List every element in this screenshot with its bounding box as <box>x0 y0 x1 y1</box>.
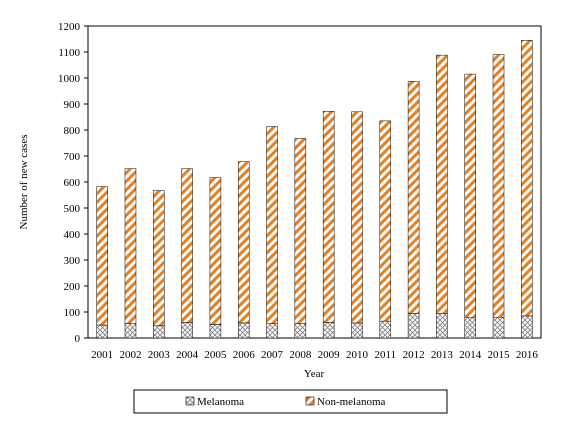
bar-non-melanoma-2014 <box>464 73 476 318</box>
bar-non-melanoma-2005 <box>209 177 222 325</box>
legend-swatch-non-melanoma <box>305 396 315 406</box>
bar-melanoma-2003 <box>153 325 165 339</box>
bar-melanoma-2002 <box>124 323 137 339</box>
bar-melanoma-2005 <box>209 324 222 339</box>
x-tick-label: 2008 <box>289 349 312 361</box>
y-tick-label: 200 <box>64 281 81 293</box>
legend: Melanoma Non-melanoma <box>133 389 448 414</box>
bar-non-melanoma-2004 <box>181 168 193 323</box>
x-tick-label: 2015 <box>488 349 511 361</box>
legend-label-melanoma: Melanoma <box>197 396 244 408</box>
bar-melanoma-2004 <box>181 322 193 339</box>
x-tick-label: 2012 <box>403 349 425 361</box>
bar-melanoma-2011 <box>379 320 392 339</box>
legend-box <box>133 389 448 414</box>
bar-non-melanoma-2012 <box>407 81 420 314</box>
y-tick-label: 1200 <box>58 21 81 33</box>
y-tick-label: 500 <box>64 203 81 215</box>
x-tick-label: 2003 <box>148 349 171 361</box>
x-tick-label: 2001 <box>91 349 113 361</box>
bar-non-melanoma-2001 <box>96 186 108 326</box>
bar-melanoma-2008 <box>294 323 307 339</box>
y-tick-label: 900 <box>64 99 81 111</box>
bar-melanoma-2006 <box>237 322 250 339</box>
legend-swatch-melanoma <box>185 396 195 406</box>
x-tick-label: 2010 <box>346 349 369 361</box>
y-tick-label: 100 <box>64 307 81 319</box>
y-tick-label: 400 <box>64 229 81 241</box>
y-tick-label: 1000 <box>58 73 81 85</box>
x-tick-label: 2005 <box>204 349 227 361</box>
bar-melanoma-2009 <box>322 322 335 339</box>
x-tick-label: 2007 <box>261 349 284 361</box>
bar-melanoma-2013 <box>436 313 448 339</box>
y-tick-label: 600 <box>64 177 81 189</box>
y-tick-label: 0 <box>75 333 81 345</box>
bar-non-melanoma-2009 <box>322 111 335 323</box>
bars <box>96 40 533 339</box>
x-tick-label: 2009 <box>318 349 341 361</box>
bar-non-melanoma-2007 <box>266 126 278 324</box>
y-tick-label: 800 <box>64 125 81 137</box>
bar-non-melanoma-2011 <box>379 120 392 322</box>
x-tick-label: 2002 <box>119 349 141 361</box>
bar-non-melanoma-2013 <box>436 54 448 314</box>
bar-melanoma-2010 <box>351 322 363 339</box>
bar-non-melanoma-2015 <box>492 54 505 318</box>
bar-non-melanoma-2002 <box>124 168 137 324</box>
x-tick-label: 2016 <box>516 349 539 361</box>
x-axis: 2001 2002 2003 2004 2005 2006 2007 2008 2009 2010… <box>91 349 538 361</box>
bar-non-melanoma-2008 <box>294 138 307 324</box>
bar-non-melanoma-2010 <box>351 111 363 324</box>
bar-non-melanoma-2016 <box>521 40 533 317</box>
x-axis-title: Year <box>304 368 325 380</box>
bar-melanoma-2001 <box>96 324 108 339</box>
bar-melanoma-2014 <box>464 316 476 339</box>
bar-melanoma-2015 <box>492 316 505 339</box>
x-tick-label: 2004 <box>176 349 199 361</box>
bar-melanoma-2007 <box>266 323 278 339</box>
legend-label-non-melanoma: Non-melanoma <box>317 396 386 408</box>
bar-melanoma-2012 <box>407 313 420 339</box>
y-axis-title: Number of new cases <box>18 135 30 230</box>
x-tick-label: 2011 <box>374 349 396 361</box>
x-tick-label: 2014 <box>459 349 482 361</box>
x-tick-label: 2006 <box>233 349 256 361</box>
y-axis: 0 100 200 300 400 500 600 700 800 900 1000 1100 1200 <box>58 21 88 345</box>
bar-non-melanoma-2003 <box>153 190 165 327</box>
y-tick-label: 700 <box>64 151 81 163</box>
y-tick-label: 1100 <box>58 47 80 59</box>
bar-melanoma-2016 <box>521 315 533 339</box>
y-tick-label: 300 <box>64 255 81 267</box>
bar-non-melanoma-2006 <box>237 161 250 324</box>
x-tick-label: 2013 <box>431 349 454 361</box>
